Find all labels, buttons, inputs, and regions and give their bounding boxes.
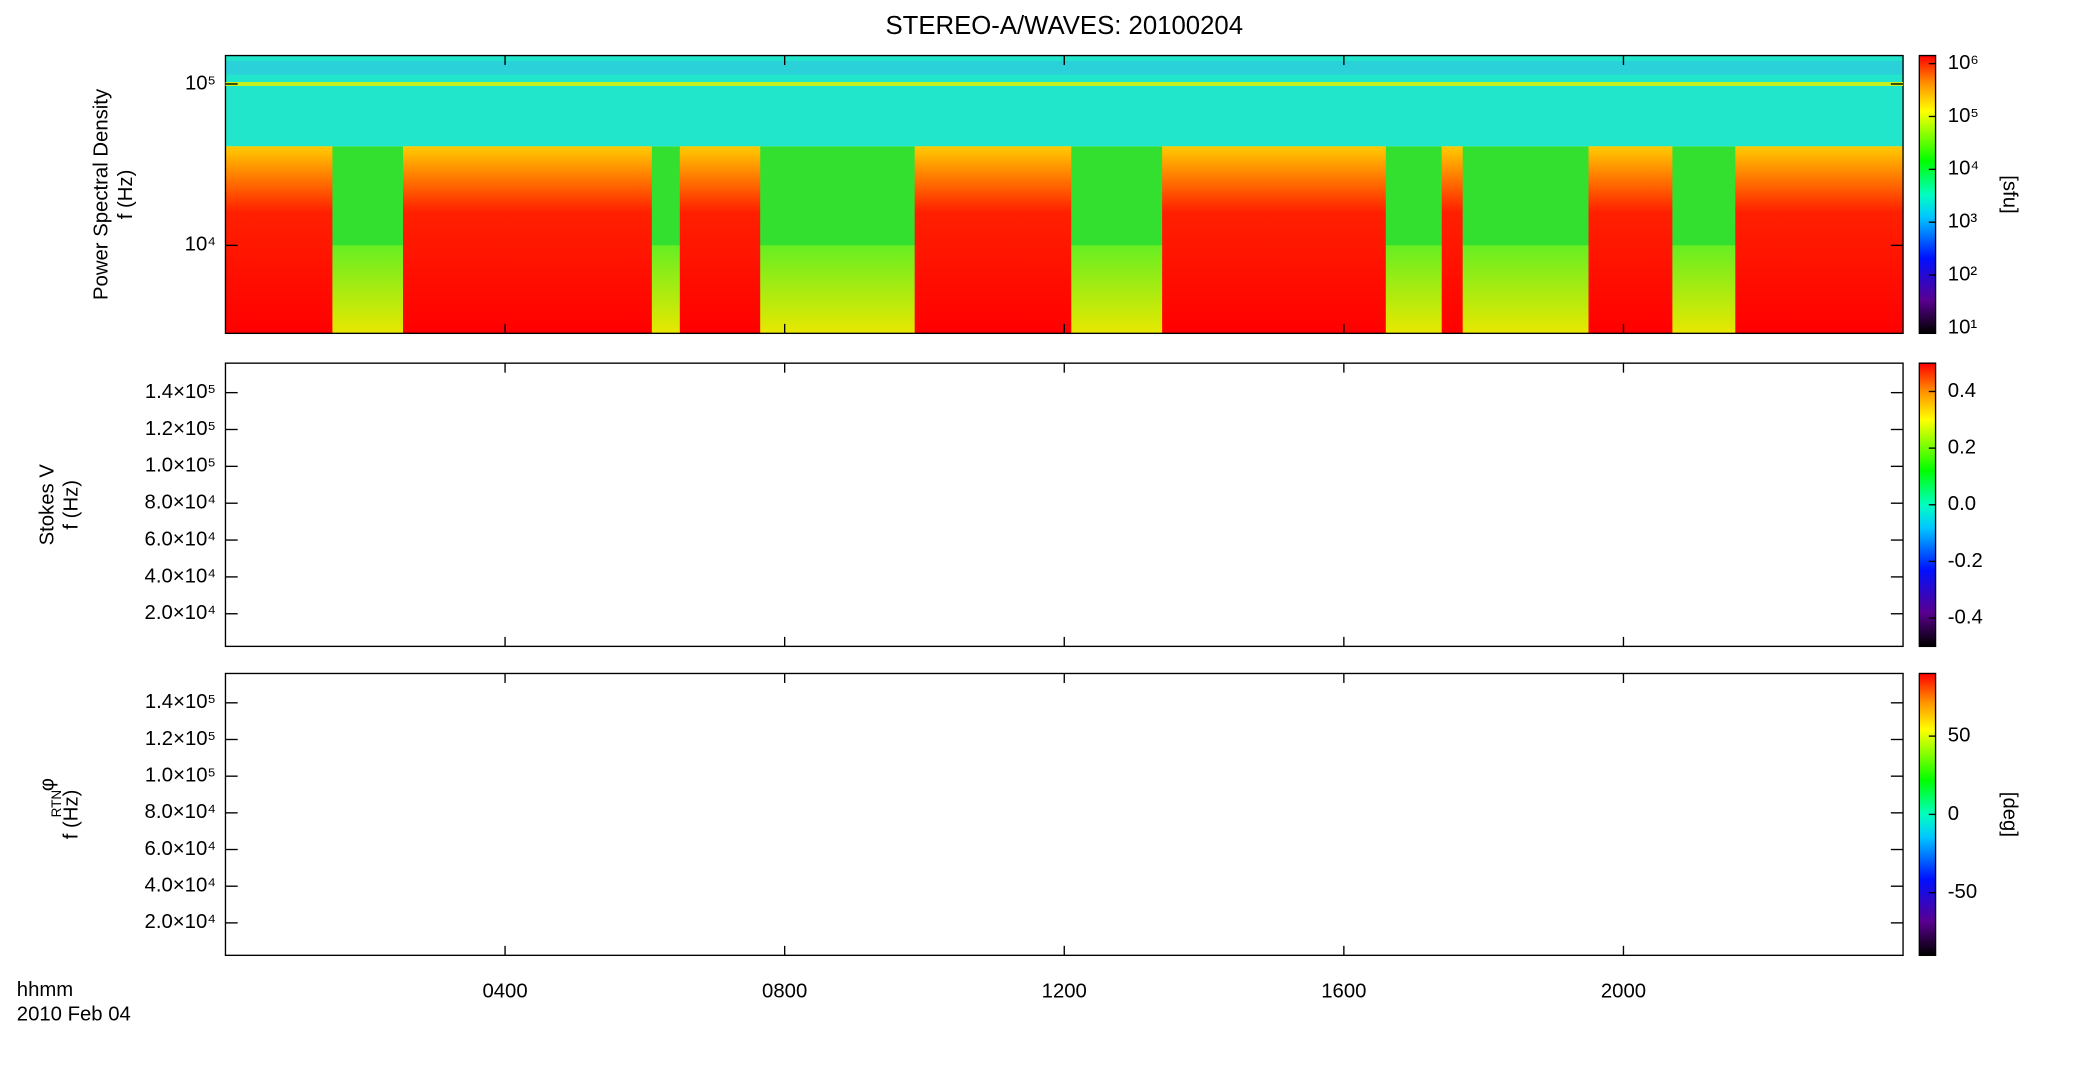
y-tick-label: 2.0×10⁴ xyxy=(145,602,216,624)
burst xyxy=(1735,146,1904,334)
colorbar-tick-label: 10⁶ xyxy=(1948,52,1979,74)
colorbar-tick-label: 10⁴ xyxy=(1948,158,1979,180)
colorbar-tick-label: -0.4 xyxy=(1948,606,1983,628)
plot-frame xyxy=(224,672,1904,957)
y-tick-label: 1.4×10⁵ xyxy=(145,691,216,713)
y-axis-title: Power Spectral Density xyxy=(91,88,113,300)
y-tick-label: 1.4×10⁵ xyxy=(145,381,216,403)
x-axis-date: 2010 Feb 04 xyxy=(17,1003,131,1025)
burst xyxy=(225,146,333,334)
burst xyxy=(1162,146,1386,334)
colorbar-tick-label: 0.4 xyxy=(1948,380,1976,402)
y-tick-label: 4.0×10⁴ xyxy=(145,565,216,587)
x-tick-label: 2000 xyxy=(1601,980,1646,1002)
colorbar-tick-label: 10¹ xyxy=(1948,316,1978,338)
colorbar xyxy=(1918,54,1937,335)
y-axis-title: Stokes V xyxy=(36,464,58,546)
colorbar-tick-label: -50 xyxy=(1948,881,1977,903)
upper-band xyxy=(225,55,1904,147)
colorbar-tick-label: 10⁵ xyxy=(1948,105,1979,127)
y-tick-label: 10⁵ xyxy=(185,72,216,94)
y-tick-label: 6.0×10⁴ xyxy=(145,838,216,860)
colorbar-tick-label: 10³ xyxy=(1948,211,1978,233)
burst xyxy=(679,146,761,334)
x-tick-label: 1200 xyxy=(1042,980,1087,1002)
y-axis-title: f (Hz) xyxy=(61,790,83,840)
x-axis-label: hhmm xyxy=(17,979,73,1001)
burst xyxy=(914,146,1072,334)
y-tick-label: 1.0×10⁵ xyxy=(145,455,216,477)
colorbar-tick-label: 10² xyxy=(1948,263,1978,285)
y-tick-label: 2.0×10⁴ xyxy=(145,911,216,933)
y-axis-title: f (Hz) xyxy=(115,170,137,220)
colorbar-tick-label: -0.2 xyxy=(1948,550,1983,572)
plot-frame xyxy=(224,362,1904,648)
y-tick-label: 4.0×10⁴ xyxy=(145,875,216,897)
y-axis-title: f (Hz) xyxy=(61,480,83,530)
y-axis-title: φ xyxy=(36,778,58,791)
chart-title: STEREO-A/WAVES: 20100204 xyxy=(885,12,1243,40)
burst xyxy=(1588,146,1673,334)
y-tick-label: 1.0×10⁵ xyxy=(145,765,216,787)
y-tick-label: 1.2×10⁵ xyxy=(145,418,216,440)
colorbar-label: [deg] xyxy=(1998,792,2020,837)
burst xyxy=(403,146,652,334)
colorbar-tick-label: 0 xyxy=(1948,803,1959,825)
x-tick-label: 0800 xyxy=(762,980,807,1002)
y-tick-label: 8.0×10⁴ xyxy=(145,801,216,823)
y-tick-label: 8.0×10⁴ xyxy=(145,492,216,514)
x-tick-label: 1600 xyxy=(1321,980,1366,1002)
colorbar-tick-label: 0.2 xyxy=(1948,437,1976,459)
colorbar-tick-label: 50 xyxy=(1948,724,1971,746)
colorbar-label: [sfu] xyxy=(1998,175,2020,213)
y-tick-label: 6.0×10⁴ xyxy=(145,528,216,550)
burst xyxy=(1441,146,1463,334)
y-tick-label: 10⁴ xyxy=(185,234,216,256)
y-tick-label: 1.2×10⁵ xyxy=(145,728,216,750)
y-axis-title: RTN xyxy=(49,790,64,818)
colorbar-tick-label: 0.0 xyxy=(1948,493,1976,515)
x-tick-label: 0400 xyxy=(482,980,527,1002)
noise-band xyxy=(225,60,1904,75)
